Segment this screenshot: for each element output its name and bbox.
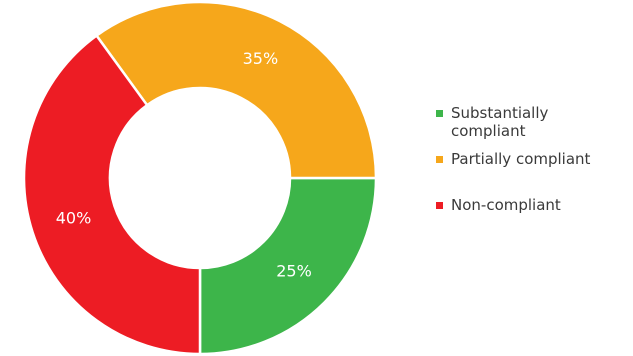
legend-item-non-compliant: Non-compliant bbox=[435, 196, 621, 214]
legend-item-substantially-compliant: Substantially compliant bbox=[435, 104, 621, 140]
slice-substantially-compliant bbox=[198, 176, 378, 356]
donut-chart: 25% 35% 40% bbox=[22, 0, 378, 356]
legend-label-non-compliant: Non-compliant bbox=[451, 196, 561, 214]
legend-label-substantially-compliant: Substantially compliant bbox=[451, 104, 549, 140]
slice-label-substantially-compliant: 25% bbox=[276, 262, 312, 281]
legend-swatch-substantially-compliant bbox=[436, 110, 443, 117]
legend-item-partially-compliant: Partially compliant bbox=[435, 150, 621, 168]
legend-label-partially-compliant: Partially compliant bbox=[451, 150, 591, 168]
slice-label-non-compliant: 40% bbox=[56, 209, 92, 228]
legend-swatch-partially-compliant bbox=[436, 156, 443, 163]
legend-swatch-non-compliant bbox=[436, 202, 443, 209]
slice-partially-compliant bbox=[94, 0, 378, 180]
legend: Substantially compliant Partially compli… bbox=[435, 104, 621, 214]
slice-label-partially-compliant: 35% bbox=[243, 49, 279, 68]
slice-non-compliant bbox=[22, 33, 202, 356]
